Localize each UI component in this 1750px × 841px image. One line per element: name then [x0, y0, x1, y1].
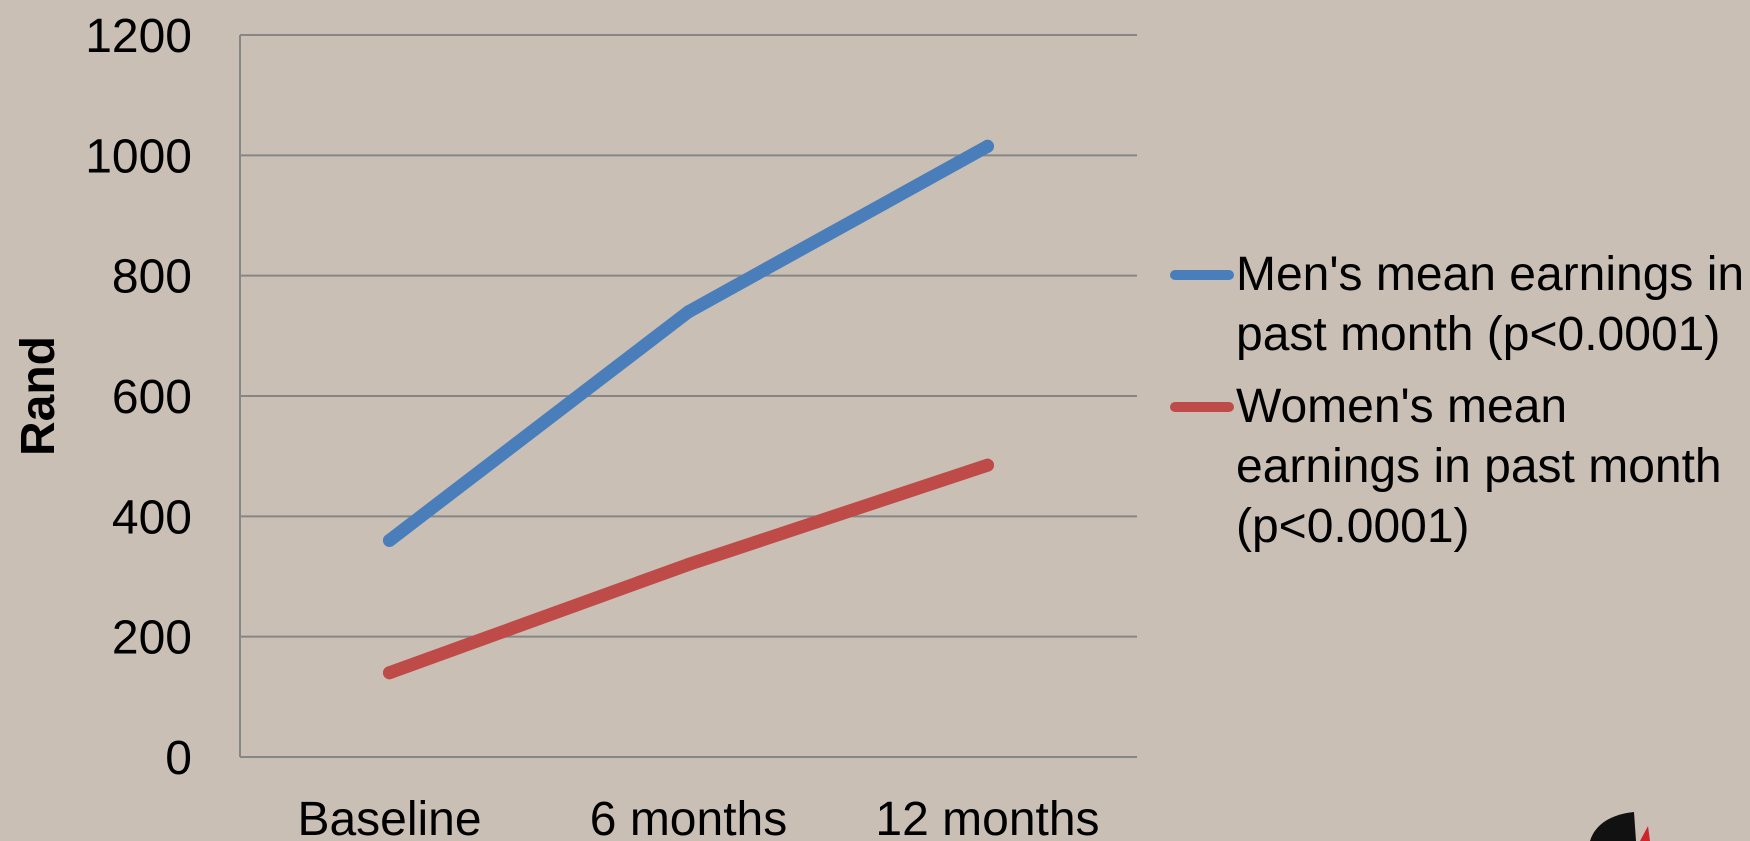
gridlines	[239, 34, 1137, 758]
y-tick-0: 0	[165, 732, 192, 785]
point-men-1	[682, 305, 695, 319]
series-line-men	[383, 139, 994, 547]
x-tick-baseline: Baseline	[297, 793, 481, 841]
y-axis-label: Rand	[12, 336, 65, 456]
x-tick-12-months: 12 months	[875, 793, 1099, 841]
legend: Men's mean earnings in past month (p<0.0…	[1170, 245, 1750, 569]
y-tick-200: 200	[112, 612, 192, 665]
point-women-0	[383, 666, 396, 680]
series-lines	[383, 139, 994, 680]
point-women-2	[981, 458, 994, 472]
logo-mark-icon	[1590, 812, 1650, 841]
legend-swatch-men	[1170, 270, 1234, 280]
x-tick-labels: Baseline 6 months 12 months	[297, 793, 1099, 841]
legend-swatch-women	[1170, 402, 1234, 412]
y-tick-labels: 0 200 400 600 800 1000 1200	[85, 10, 192, 785]
y-tick-1000: 1000	[85, 130, 192, 183]
y-tick-400: 400	[112, 491, 192, 544]
point-men-0	[383, 533, 396, 547]
y-tick-1200: 1200	[85, 10, 192, 63]
y-tick-800: 800	[112, 251, 192, 304]
legend-item-women: Women's mean earnings in past month (p<0…	[1170, 377, 1750, 557]
legend-label-men: Men's mean earnings in past month (p<0.0…	[1236, 248, 1745, 361]
point-women-1	[682, 557, 695, 571]
x-tick-6-months: 6 months	[590, 793, 787, 841]
y-tick-600: 600	[112, 371, 192, 424]
legend-label-women: Women's mean earnings in past month (p<0…	[1236, 380, 1722, 553]
legend-item-men: Men's mean earnings in past month (p<0.0…	[1170, 245, 1750, 365]
point-men-2	[981, 139, 994, 153]
